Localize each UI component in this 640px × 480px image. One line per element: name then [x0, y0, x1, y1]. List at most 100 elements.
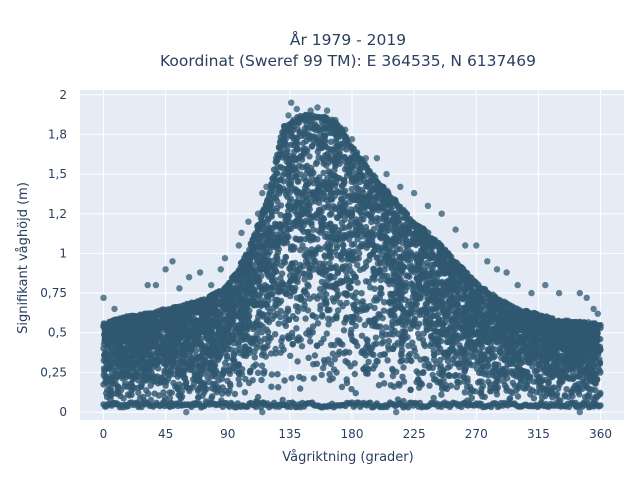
data-point	[254, 369, 262, 376]
data-point	[408, 306, 415, 313]
data-point	[447, 382, 454, 389]
data-point	[227, 346, 234, 353]
data-point	[147, 382, 154, 389]
data-point	[364, 341, 371, 348]
data-point	[320, 160, 327, 167]
data-point	[378, 340, 386, 347]
data-point	[254, 256, 261, 263]
data-point	[112, 367, 119, 375]
data-point	[389, 331, 397, 338]
data-point	[323, 330, 330, 337]
data-point	[306, 273, 313, 281]
data-point	[295, 188, 302, 195]
data-point	[359, 298, 366, 305]
data-point	[288, 375, 295, 382]
data-point	[456, 342, 463, 349]
chart-title-line-1: År 1979 - 2019	[290, 30, 406, 49]
data-point	[333, 242, 341, 249]
data-point	[553, 391, 561, 398]
data-point	[305, 218, 312, 225]
data-point	[139, 369, 146, 377]
data-point	[400, 378, 408, 385]
chart-title-line-2: Koordinat (Sweref 99 TM): E 364535, N 61…	[160, 52, 536, 70]
data-point	[302, 315, 309, 322]
data-point	[380, 307, 387, 314]
data-point	[305, 354, 312, 361]
data-point	[325, 321, 332, 328]
data-point	[303, 170, 310, 177]
data-point	[354, 261, 361, 268]
data-point	[389, 318, 396, 325]
data-point	[294, 358, 301, 365]
data-point	[317, 302, 324, 309]
data-point	[421, 342, 429, 350]
data-point	[293, 235, 300, 243]
data-point	[275, 320, 282, 327]
data-point	[324, 203, 331, 211]
data-point	[478, 385, 485, 392]
data-point	[345, 193, 352, 200]
data-point	[301, 125, 308, 132]
data-point	[331, 356, 338, 363]
data-point	[242, 375, 249, 383]
data-point	[298, 226, 306, 233]
data-point	[389, 372, 397, 380]
data-point	[358, 173, 366, 180]
data-point	[258, 376, 265, 384]
data-point	[413, 368, 420, 375]
data-point	[314, 148, 321, 155]
data-point	[274, 371, 281, 378]
data-point	[257, 338, 264, 345]
data-point	[375, 382, 383, 389]
data-point	[376, 290, 384, 297]
data-point	[288, 329, 296, 337]
data-point	[399, 224, 407, 231]
data-point	[260, 370, 268, 377]
data-point	[273, 234, 281, 242]
data-point	[592, 386, 599, 394]
data-point	[287, 352, 294, 359]
data-point	[324, 185, 331, 193]
data-point	[155, 357, 163, 364]
data-point	[340, 189, 347, 196]
data-point	[347, 267, 354, 274]
data-point	[204, 368, 212, 376]
data-point	[235, 376, 242, 383]
data-point	[306, 332, 313, 339]
data-point	[318, 371, 325, 379]
data-point	[310, 375, 318, 382]
data-point	[381, 380, 388, 387]
data-point	[520, 385, 527, 392]
data-point	[115, 384, 122, 391]
data-point	[377, 285, 385, 292]
data-point	[419, 336, 427, 344]
data-point	[322, 253, 329, 261]
data-point	[442, 381, 449, 389]
data-point	[161, 367, 168, 374]
data-point	[219, 384, 226, 391]
data-point	[418, 381, 426, 388]
data-point	[310, 169, 317, 177]
data-point	[160, 389, 167, 396]
data-point	[354, 187, 362, 194]
data-point	[327, 360, 335, 368]
data-point	[343, 292, 351, 299]
data-point	[425, 279, 433, 286]
data-point	[363, 259, 370, 266]
data-point	[281, 377, 288, 384]
data-point	[586, 385, 593, 393]
data-point	[100, 381, 107, 388]
data-point	[545, 380, 552, 387]
data-point	[321, 359, 329, 367]
data-point	[372, 334, 380, 341]
data-point	[427, 333, 435, 340]
data-point	[351, 370, 358, 378]
data-point	[300, 139, 307, 147]
data-point	[270, 269, 278, 276]
data-point	[306, 153, 313, 160]
data-point	[145, 390, 152, 397]
data-point	[345, 230, 352, 237]
data-point	[339, 263, 346, 270]
data-point	[235, 361, 242, 369]
data-point	[307, 338, 314, 345]
